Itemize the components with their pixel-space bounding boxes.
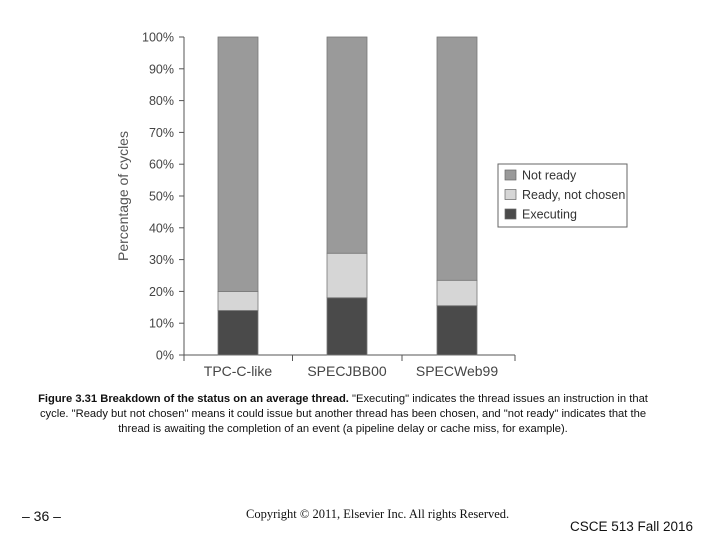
slide-number: – 36 – <box>22 508 61 524</box>
y-tick-label: 0% <box>156 349 174 363</box>
x-category-label: SPECJBB00 <box>307 363 387 379</box>
y-tick-label: 50% <box>149 190 174 204</box>
bar-segment <box>436 36 478 281</box>
legend-label: Not ready <box>522 169 577 183</box>
bar-segment <box>217 290 259 311</box>
plot-area: 0% 10% 20% 30% 40% 50% 60% 70% 80% 90% 100% Percent… <box>115 31 628 379</box>
y-tick-label: 100% <box>142 31 174 45</box>
caption-text: "Executing" indicates the thread issues … <box>39 393 648 435</box>
legend-label: Ready, not chosen <box>522 188 625 202</box>
bar-segment <box>326 297 368 356</box>
stacked-bar-chart: 0% 10% 20% 30% 40% 50% 60% 70% 80% 90% 100% Percent… <box>115 31 628 379</box>
legend-box <box>497 163 628 228</box>
legend-swatch <box>504 169 517 181</box>
y-tick-label: 10% <box>149 317 174 331</box>
bar-segment <box>217 310 259 356</box>
copyright-notice: Copyright © 2011, Elsevier Inc. All righ… <box>246 507 510 521</box>
y-tick-label: 80% <box>149 94 174 108</box>
bar-segment <box>436 279 478 307</box>
x-category-label: SPECWeb99 <box>416 363 498 379</box>
bar-segment <box>326 252 368 299</box>
y-axis-label: Percentage of cycles <box>115 131 131 261</box>
y-tick-label: 60% <box>149 158 174 172</box>
legend-label: Executing <box>522 208 577 222</box>
bar-segment <box>217 36 259 292</box>
y-tick-label: 90% <box>149 62 174 76</box>
bar-segment <box>326 36 368 254</box>
legend-swatch <box>504 189 517 200</box>
y-tick-label: 20% <box>149 285 174 299</box>
legend-swatch <box>504 208 517 220</box>
y-tick-label: 40% <box>149 221 174 235</box>
y-tick-label: 70% <box>149 126 174 140</box>
bar-segment <box>436 305 478 356</box>
caption-title: Figure 3.31 Breakdown of the status on a… <box>38 393 349 405</box>
y-tick-label: 30% <box>149 253 174 267</box>
figure-caption: Figure 3.31 Breakdown of the status on a… <box>36 392 650 437</box>
course-label: CSCE 513 Fall 2016 <box>570 519 694 534</box>
x-category-label: TPC-C-like <box>204 363 273 379</box>
